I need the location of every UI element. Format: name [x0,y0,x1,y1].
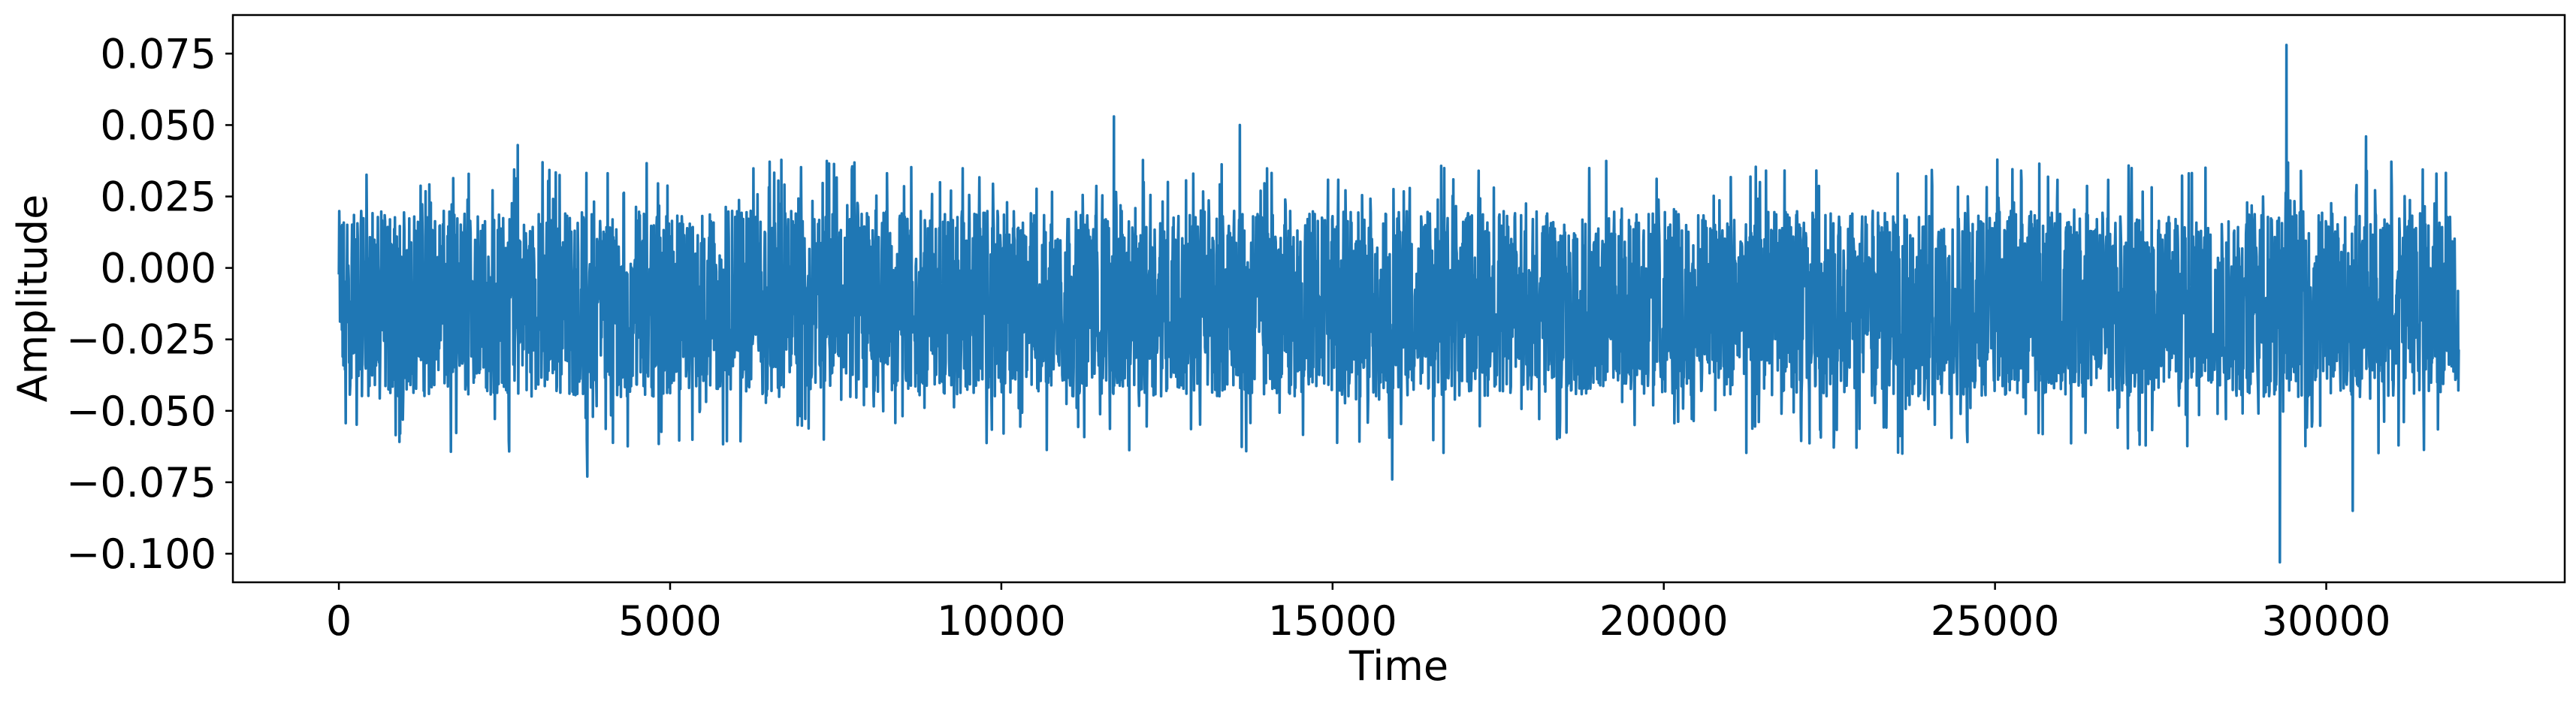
y-tick-label: −0.075 [66,459,216,506]
y-tick-label: −0.025 [66,316,216,364]
x-tick-label: 5000 [618,597,721,645]
x-tick-label: 30000 [2262,597,2391,645]
x-tick-label: 20000 [1599,597,1729,645]
x-tick-label: 10000 [937,597,1066,645]
y-axis-title: Amplitude [9,195,56,403]
y-tick-label: 0.050 [100,101,216,149]
x-axis: 0 5000 10000 15000 20000 25000 30000 [326,582,2391,645]
y-tick-label: −0.050 [66,388,216,435]
series-layer [337,44,2460,564]
y-tick-label: 0.075 [100,30,216,77]
plot-frame [231,14,2566,584]
y-tick-label: −0.100 [66,530,216,578]
x-tick-label: 25000 [1931,597,2060,645]
y-tick-label: 0.025 [100,174,216,221]
y-tick-label: 0.000 [100,245,216,292]
x-axis-title: Time [1348,642,1448,690]
series-line-0 [337,44,2460,564]
y-axis: 0.075 0.050 0.025 0.000 −0.025 −0.050 −0.075 −0… [66,30,233,578]
x-tick-label: 15000 [1268,597,1397,645]
x-tick-label: 0 [326,597,352,645]
